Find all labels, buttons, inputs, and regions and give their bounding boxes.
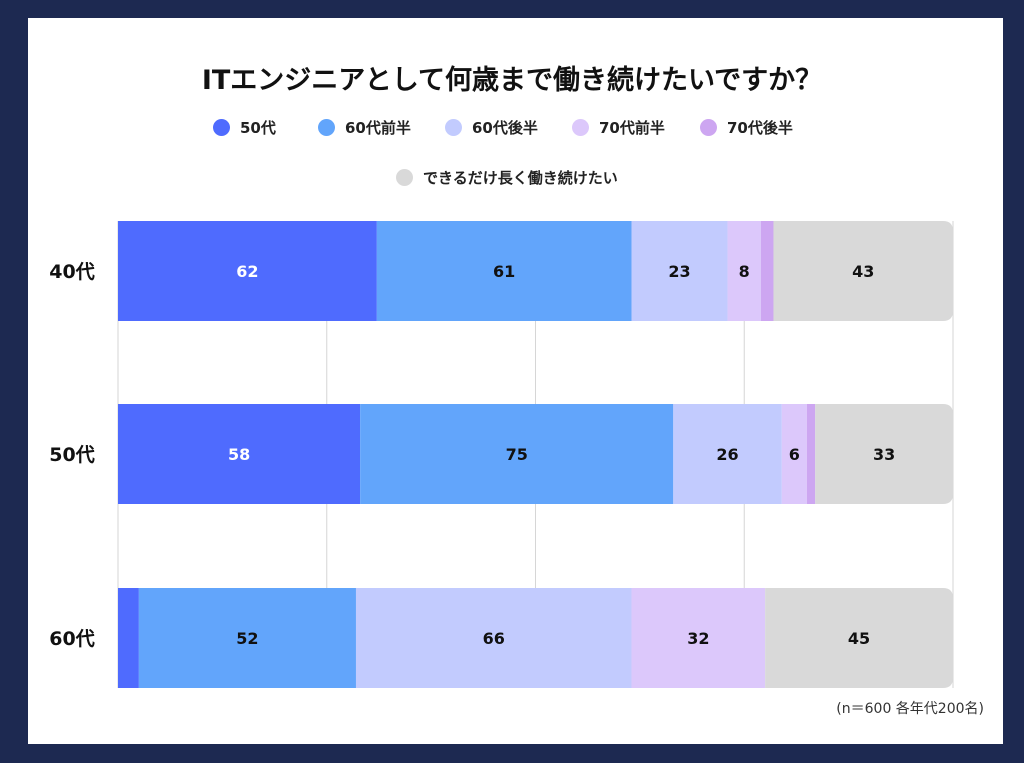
chart-title: ITエンジニアとして何歳まで働き続けたいですか？	[201, 65, 823, 96]
bar-segment	[806, 404, 816, 504]
bar-segment	[781, 404, 807, 504]
legend-item: 70代前半	[572, 117, 665, 138]
data-label: 26	[716, 445, 738, 464]
legend-label: 70代前半	[599, 119, 665, 137]
bar-segment	[360, 404, 674, 504]
legend-item: 60代後半	[445, 117, 538, 138]
bar-segment	[631, 588, 766, 688]
legend-label: 50代	[240, 119, 276, 137]
bar-row	[118, 221, 953, 321]
legend-swatch	[700, 119, 717, 136]
legend-item: できるだけ長く働き続けたい	[396, 167, 618, 188]
category-label: 40代	[49, 261, 94, 283]
category-label: 50代	[49, 444, 94, 466]
category-label: 60代	[49, 628, 94, 650]
data-label: 62	[236, 262, 258, 281]
data-label: 6	[789, 445, 800, 464]
data-label: 52	[236, 629, 258, 648]
data-label: 43	[852, 262, 874, 281]
legend-item: 70代後半	[700, 117, 793, 138]
bar-segment	[631, 221, 728, 321]
data-label: 32	[687, 629, 709, 648]
legend-swatch	[318, 119, 335, 136]
sample-note: (n＝600 各年代200名)	[836, 701, 984, 717]
data-label: 61	[493, 262, 515, 281]
bar-segment	[138, 588, 356, 688]
data-label: 75	[506, 445, 528, 464]
legend-swatch	[396, 169, 413, 186]
legend-label: できるだけ長く働き続けたい	[423, 169, 618, 187]
data-label: 45	[848, 629, 870, 648]
bar-segment	[773, 221, 953, 321]
data-label: 8	[739, 262, 750, 281]
data-label: 66	[483, 629, 505, 648]
bar-segment	[727, 221, 761, 321]
bar-segment	[673, 404, 782, 504]
bar-segment	[815, 404, 953, 504]
legend-item: 50代	[213, 117, 276, 138]
legend-label: 70代後半	[727, 119, 793, 137]
legend-swatch	[213, 119, 230, 136]
data-label: 33	[873, 445, 895, 464]
data-label: 23	[668, 262, 690, 281]
data-label: 58	[228, 445, 250, 464]
bar-segment	[118, 404, 361, 504]
bar-segment	[118, 221, 377, 321]
bar-segment	[376, 221, 632, 321]
bar-segment	[760, 221, 774, 321]
bar-segment	[355, 588, 632, 688]
legend-label: 60代後半	[472, 119, 538, 137]
bar-row	[118, 588, 953, 688]
legend-swatch	[445, 119, 462, 136]
legend-label: 60代前半	[345, 119, 411, 137]
bar-segment	[765, 588, 953, 688]
bar-row	[118, 404, 953, 504]
legend-swatch	[572, 119, 589, 136]
legend-item: 60代前半	[318, 117, 411, 138]
bar-segment	[118, 588, 139, 688]
